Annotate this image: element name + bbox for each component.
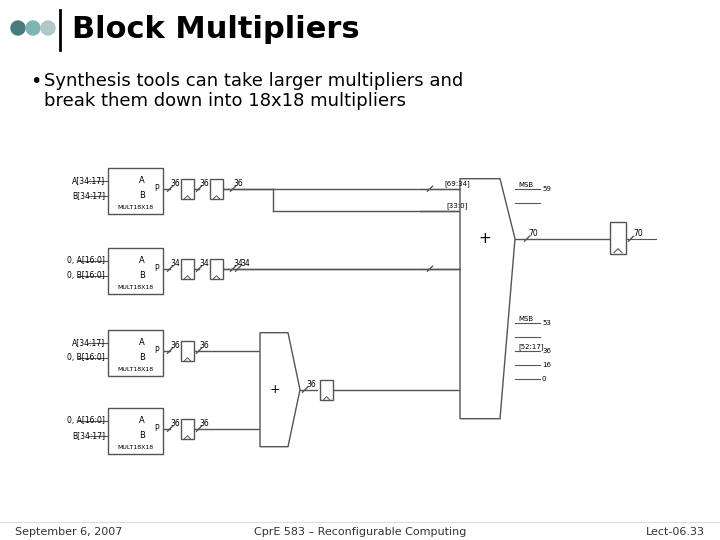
Text: 0, A[16:0]: 0, A[16:0] (67, 256, 105, 265)
Text: 36: 36 (199, 419, 209, 428)
Text: MULT18X18: MULT18X18 (117, 205, 153, 210)
Text: B: B (139, 191, 145, 200)
Text: P: P (154, 424, 158, 433)
Text: 70: 70 (528, 229, 538, 238)
Bar (181, 341, 194, 361)
Circle shape (26, 21, 40, 35)
Circle shape (11, 21, 25, 35)
Text: September 6, 2007: September 6, 2007 (15, 527, 122, 537)
Text: 53: 53 (542, 320, 551, 326)
Bar (320, 380, 333, 400)
Bar (108, 330, 163, 376)
Text: B: B (139, 431, 145, 440)
Text: 36: 36 (170, 179, 180, 188)
Polygon shape (260, 333, 300, 447)
Text: MSB: MSB (518, 181, 533, 188)
Text: A: A (139, 339, 145, 347)
Text: 34: 34 (199, 259, 209, 268)
Bar (108, 408, 163, 454)
Bar (108, 248, 163, 294)
Text: B: B (139, 353, 145, 362)
Text: +: + (270, 383, 280, 396)
Bar (181, 259, 194, 279)
Text: [33:0]: [33:0] (446, 202, 468, 209)
Text: 36: 36 (306, 380, 316, 389)
Text: P: P (154, 184, 158, 193)
Text: break them down into 18x18 multipliers: break them down into 18x18 multipliers (44, 92, 406, 110)
Text: B[34:17]: B[34:17] (72, 191, 105, 200)
Text: A: A (139, 256, 145, 265)
Text: 70: 70 (633, 229, 643, 238)
Text: B: B (139, 271, 145, 280)
Bar (210, 259, 223, 279)
Text: 36: 36 (199, 341, 209, 350)
Text: A[34:17]: A[34:17] (72, 339, 105, 347)
Bar (108, 168, 163, 214)
Text: 59: 59 (542, 186, 551, 192)
Text: 36: 36 (170, 341, 180, 350)
Text: 0: 0 (542, 376, 546, 382)
Text: 0, B[16:0]: 0, B[16:0] (67, 353, 105, 362)
Text: B[34:17]: B[34:17] (72, 431, 105, 440)
Bar (210, 179, 223, 199)
Text: A: A (139, 416, 145, 426)
Text: 36: 36 (542, 348, 551, 354)
Text: MULT18X18: MULT18X18 (117, 444, 153, 450)
Text: 34: 34 (233, 259, 243, 268)
Text: Synthesis tools can take larger multipliers and: Synthesis tools can take larger multipli… (44, 72, 463, 90)
Text: CprE 583 – Reconfigurable Computing: CprE 583 – Reconfigurable Computing (254, 527, 466, 537)
Text: 34: 34 (240, 259, 250, 268)
Text: +: + (479, 231, 491, 246)
Text: MULT18X18: MULT18X18 (117, 367, 153, 372)
Polygon shape (460, 179, 515, 418)
Text: A[34:17]: A[34:17] (72, 177, 105, 185)
Text: 36: 36 (233, 179, 243, 188)
Text: P: P (154, 346, 158, 355)
Text: [52:17]: [52:17] (518, 343, 544, 350)
Text: A: A (139, 177, 145, 185)
Text: •: • (30, 72, 41, 91)
Text: 36: 36 (170, 419, 180, 428)
Text: [69:34]: [69:34] (444, 180, 470, 187)
Text: 0, A[16:0]: 0, A[16:0] (67, 416, 105, 426)
Text: 36: 36 (199, 179, 209, 188)
Text: Block Multipliers: Block Multipliers (72, 16, 359, 44)
Text: P: P (154, 264, 158, 273)
Text: MULT18X18: MULT18X18 (117, 285, 153, 289)
Text: 34: 34 (170, 259, 180, 268)
Text: 0, B[16:0]: 0, B[16:0] (67, 271, 105, 280)
Bar (610, 222, 626, 254)
Circle shape (41, 21, 55, 35)
Text: Lect-06.33: Lect-06.33 (646, 527, 705, 537)
Bar (181, 179, 194, 199)
Bar (181, 418, 194, 438)
Text: 16: 16 (542, 362, 551, 368)
Text: MSB: MSB (518, 316, 533, 322)
